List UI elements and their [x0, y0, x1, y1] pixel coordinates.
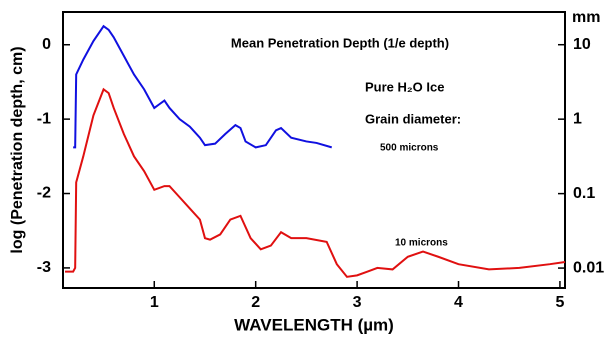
y2-axis-title: mm [572, 9, 600, 26]
annotation: Grain diameter: [365, 111, 461, 126]
chart-title: Mean Penetration Depth (1/e depth) [231, 35, 449, 50]
x-tick-label: 2 [251, 294, 260, 311]
y-tick-label: -2 [37, 185, 51, 202]
y2-tick-label: 0.1 [573, 185, 595, 202]
y-tick-label: -3 [37, 259, 51, 276]
x-tick-label: 1 [150, 294, 159, 311]
series-line [65, 87, 566, 278]
series-label: 500 microns [380, 143, 439, 154]
y-axis-title: log (Penetration depth, cm) [9, 46, 26, 253]
y-tick-label: 0 [42, 36, 51, 53]
y2-tick-label: 10 [573, 36, 591, 53]
y2-tick-label: 1 [573, 110, 582, 127]
series-line [73, 24, 333, 149]
plot-frame [62, 11, 566, 289]
annotation: Pure H₂O Ice [365, 79, 444, 94]
x-tick-label: 4 [454, 294, 463, 311]
y-tick-label: -1 [37, 110, 51, 127]
x-tick-label: 5 [555, 294, 564, 311]
x-tick-label: 3 [353, 294, 362, 311]
y2-tick-label: 0.01 [573, 259, 604, 276]
series-label: 10 microns [395, 238, 448, 249]
x-axis-title: WAVELENGTH (µm) [234, 315, 394, 334]
